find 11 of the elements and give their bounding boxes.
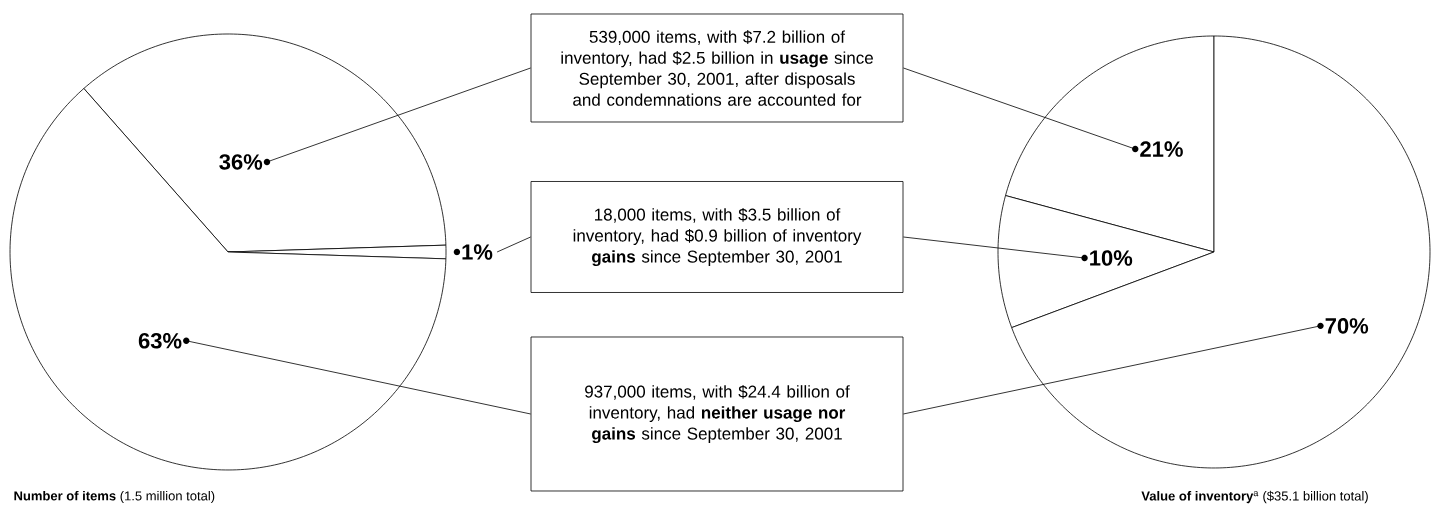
data-label: 70% (1325, 318, 1369, 334)
text: Value of inventory$^{a}$ ($35.1 billion total) (1141, 490, 1368, 504)
text: 18,000 items, with $3.5 billion of inventory, had $0.9 billion of inventory gains since September 30, 2001 (573, 207, 862, 267)
data-label: 63% (138, 332, 182, 349)
data-label: 10% (1090, 250, 1133, 266)
data-label: 21% (1140, 141, 1183, 157)
text: Number of items (1.5 million total) (14, 490, 215, 504)
text: 937,000 items, with $24.4 billion of inventory, had neither usage nor gains since September 30, 2001 (585, 384, 850, 444)
text: 539,000 items, with $7.2 billion of inventory, had $2.5 billion in usage since September 30, 2001, after disposals and condemnations are accounted for (561, 30, 873, 106)
data-label: 36% (219, 154, 263, 170)
data-label: 1% (462, 244, 493, 260)
